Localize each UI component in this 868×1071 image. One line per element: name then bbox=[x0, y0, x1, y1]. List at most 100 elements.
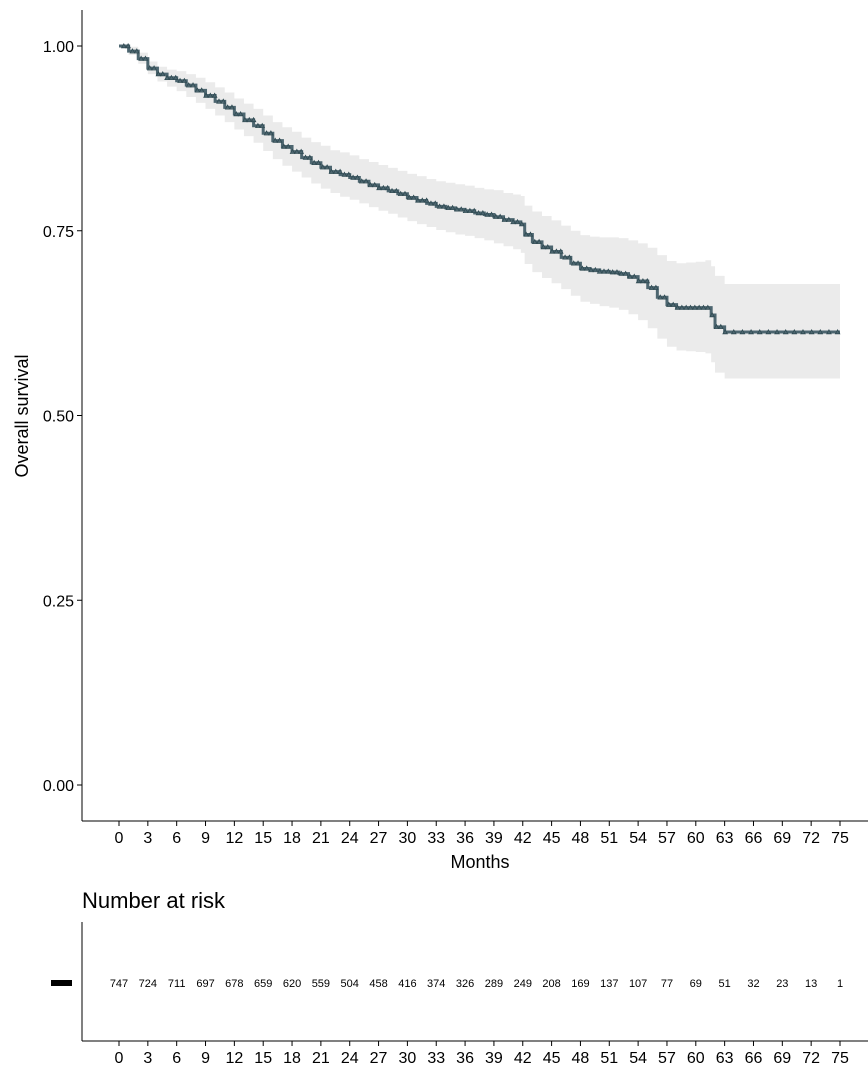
risk-value: 326 bbox=[456, 978, 474, 990]
x-tick-label: 60 bbox=[687, 830, 705, 847]
censor-mark bbox=[211, 92, 218, 98]
x-tick-label: 75 bbox=[831, 830, 849, 847]
censor-mark bbox=[678, 304, 685, 310]
y-tick-label: 0.00 bbox=[43, 778, 74, 795]
censor-mark bbox=[562, 254, 568, 260]
censor-mark bbox=[557, 248, 564, 254]
censor-mark bbox=[648, 284, 655, 290]
risk-x-tick-label: 72 bbox=[802, 1050, 820, 1066]
censor-mark bbox=[293, 148, 300, 154]
x-tick-label: 18 bbox=[283, 830, 301, 847]
censor-mark bbox=[696, 304, 703, 310]
risk-value: 416 bbox=[398, 978, 416, 990]
censor-mark bbox=[622, 270, 629, 276]
censor-mark bbox=[168, 74, 175, 80]
censor-mark bbox=[263, 130, 270, 136]
censor-mark bbox=[523, 231, 530, 237]
censor-mark bbox=[674, 304, 681, 310]
censor-mark bbox=[415, 197, 421, 203]
risk-value: 137 bbox=[600, 978, 618, 990]
y-tick-label: 1.00 bbox=[43, 39, 74, 56]
risk-x-tick-label: 33 bbox=[427, 1050, 445, 1066]
censor-mark bbox=[367, 181, 374, 188]
censor-mark bbox=[644, 277, 651, 284]
x-tick-label: 33 bbox=[427, 830, 445, 847]
censor-mark bbox=[337, 168, 343, 174]
censor-mark bbox=[185, 82, 192, 88]
censor-mark bbox=[722, 328, 728, 335]
censor-mark bbox=[471, 207, 478, 213]
censor-mark bbox=[384, 184, 391, 191]
risk-x-tick-label: 60 bbox=[687, 1050, 705, 1066]
censor-mark bbox=[159, 71, 166, 77]
censor-mark bbox=[670, 301, 677, 307]
y-tick-label: 0.50 bbox=[43, 409, 74, 426]
censor-mark bbox=[289, 148, 296, 154]
censor-mark bbox=[774, 328, 780, 335]
risk-x-tick-label: 9 bbox=[201, 1050, 210, 1066]
censor-mark bbox=[614, 269, 620, 275]
risk-value: 724 bbox=[139, 978, 157, 990]
censor-mark bbox=[575, 260, 581, 266]
censor-mark bbox=[458, 206, 465, 212]
risk-value: 13 bbox=[805, 978, 817, 990]
y-axis-title: Overall survival bbox=[12, 354, 32, 477]
censor-mark bbox=[250, 116, 257, 123]
x-tick-label: 42 bbox=[514, 830, 532, 847]
risk-x-tick-label: 51 bbox=[600, 1050, 618, 1066]
censor-mark bbox=[229, 104, 235, 110]
censor-mark bbox=[657, 294, 664, 300]
risk-x-tick-label: 63 bbox=[716, 1050, 734, 1066]
censor-mark bbox=[332, 168, 339, 174]
x-axis-title: Months bbox=[450, 852, 509, 872]
risk-x-tick-label: 3 bbox=[143, 1050, 152, 1066]
censor-mark bbox=[800, 328, 806, 335]
censor-mark bbox=[350, 174, 356, 180]
risk-x-tick-label: 42 bbox=[514, 1050, 532, 1066]
risk-value: 620 bbox=[283, 978, 301, 990]
censor-mark bbox=[791, 328, 798, 335]
censor-mark bbox=[237, 110, 244, 117]
censor-mark bbox=[536, 238, 542, 245]
censor-mark bbox=[467, 207, 473, 213]
censor-mark bbox=[358, 178, 365, 184]
risk-table-title: Number at risk bbox=[82, 888, 226, 913]
censor-mark bbox=[566, 254, 573, 260]
censor-mark bbox=[207, 92, 214, 98]
censor-mark bbox=[276, 137, 283, 143]
censor-mark bbox=[428, 200, 434, 206]
censor-mark bbox=[371, 181, 378, 188]
censor-mark bbox=[155, 71, 162, 77]
risk-table-x-ticks: 0 3 6 9 12 15 18 21 24 27 30 33 36 39 42 45 48 51 54 57 60 63… bbox=[115, 1041, 849, 1067]
censor-mark bbox=[627, 273, 633, 279]
censor-mark bbox=[203, 92, 209, 98]
censor-mark bbox=[324, 164, 331, 170]
x-tick-label: 63 bbox=[716, 830, 734, 847]
censor-mark bbox=[748, 328, 754, 335]
risk-x-tick-label: 27 bbox=[370, 1050, 388, 1066]
censor-mark bbox=[268, 130, 274, 136]
censor-mark bbox=[363, 178, 369, 184]
x-tick-label: 57 bbox=[658, 830, 676, 847]
censor-mark bbox=[216, 98, 222, 104]
censor-mark bbox=[259, 122, 266, 129]
risk-value: 458 bbox=[369, 978, 387, 990]
risk-x-tick-label: 69 bbox=[773, 1050, 791, 1066]
risk-x-tick-label: 54 bbox=[629, 1050, 647, 1066]
censor-mark bbox=[462, 207, 469, 213]
risk-x-tick-label: 12 bbox=[225, 1050, 243, 1066]
risk-x-tick-label: 75 bbox=[831, 1050, 849, 1066]
y-tick-label: 0.25 bbox=[43, 593, 74, 610]
risk-x-tick-label: 24 bbox=[341, 1050, 359, 1066]
censor-mark bbox=[172, 74, 179, 80]
x-tick-label: 24 bbox=[341, 830, 359, 847]
censor-mark bbox=[345, 171, 352, 177]
censor-mark bbox=[285, 143, 292, 149]
censor-mark bbox=[138, 55, 144, 61]
x-tick-label: 72 bbox=[802, 830, 820, 847]
censor-mark bbox=[311, 159, 318, 165]
risk-table-values: 747 724 711 697 678 659 620 559 504 458 416 374 326 2… bbox=[110, 978, 843, 990]
risk-x-tick-label: 66 bbox=[745, 1050, 763, 1066]
censor-mark bbox=[704, 304, 711, 310]
